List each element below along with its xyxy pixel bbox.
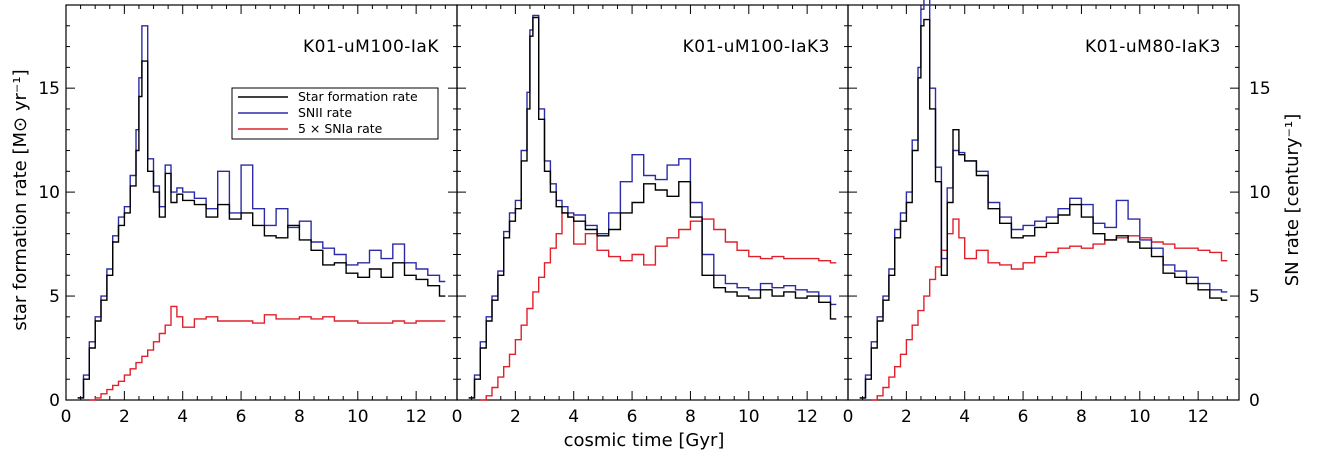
legend-label-sfr: Star formation rate	[298, 89, 418, 104]
panel-1: 0 2 4 6 8 10 12 0 5 10 15 K01-uM100-IaK	[38, 4, 458, 427]
y-axis-title-right: SN rate [century⁻¹]	[1282, 114, 1303, 287]
x-axis-title: cosmic time [Gyr]	[564, 430, 725, 451]
series-sfr-line	[468, 16, 837, 399]
x-tick-label: 2	[119, 407, 130, 427]
x-tick-label: 0	[843, 407, 854, 427]
y-tick-label-left: 0	[49, 391, 60, 411]
panel-3: 0 2 4 6 8 10 12 0 5 10 15 K01-uM80-IaK3	[843, 0, 1271, 427]
x-tick-label: 4	[959, 407, 970, 427]
x-tick-label: 2	[510, 407, 521, 427]
legend: Star formation rate SNII rate 5 × SNIa r…	[231, 87, 439, 140]
x-tick-label: 2	[901, 407, 912, 427]
panel-frame	[847, 4, 1240, 401]
series-snia-line	[480, 212, 837, 401]
series-sfr-line	[859, 18, 1228, 399]
panel-title: K01-uM100-IaK3	[683, 37, 830, 57]
x-tick-label: 12	[405, 407, 427, 427]
series-snii-line	[859, 0, 1228, 399]
x-tick-label: 6	[627, 407, 638, 427]
series-snii-line	[77, 25, 446, 399]
legend-label-snii: SNII rate	[298, 105, 352, 120]
x-tick-label: 6	[236, 407, 247, 427]
x-tick-label: 12	[796, 407, 818, 427]
x-tick-label: 0	[61, 407, 72, 427]
x-tick-label: 12	[1187, 407, 1209, 427]
panel-title: K01-uM80-IaK3	[1085, 37, 1221, 57]
x-tick-label: 8	[294, 407, 305, 427]
x-tick-label: 6	[1018, 407, 1029, 427]
panel-frame	[65, 4, 458, 401]
series-sfr-line	[77, 60, 446, 399]
panel-title: K01-uM100-IaK	[303, 37, 439, 57]
x-tick-label: 10	[347, 407, 369, 427]
y-axis-title-left: star formation rate [M⊙ yr⁻¹]	[10, 69, 31, 330]
series-snia-line	[89, 305, 446, 401]
y-tick-label-right: 5	[1249, 287, 1260, 307]
x-tick-label: 4	[177, 407, 188, 427]
x-tick-label: 8	[1076, 407, 1087, 427]
y-tick-label-right: 15	[1249, 79, 1271, 99]
y-tick-label-right: 0	[1249, 391, 1260, 411]
y-tick-label-right: 10	[1249, 183, 1271, 203]
x-tick-label: 8	[685, 407, 696, 427]
x-tick-label: 10	[738, 407, 760, 427]
legend-label-snia: 5 × SNIa rate	[298, 121, 383, 136]
y-tick-label-left: 10	[38, 183, 60, 203]
x-tick-label: 10	[1129, 407, 1151, 427]
panels-group: 0 2 4 6 8 10 12 0 5 10 15 K01-uM100-IaK 0 2 4 6 8 10 12 K01…	[38, 0, 1271, 427]
series-snii-line	[468, 14, 837, 399]
panel-2: 0 2 4 6 8 10 12 K01-uM100-IaK3	[452, 4, 849, 427]
y-tick-label-left: 15	[38, 79, 60, 99]
y-tick-label-left: 5	[49, 287, 60, 307]
series-snia-line	[871, 218, 1228, 401]
x-tick-label: 0	[452, 407, 463, 427]
x-tick-label: 4	[568, 407, 579, 427]
